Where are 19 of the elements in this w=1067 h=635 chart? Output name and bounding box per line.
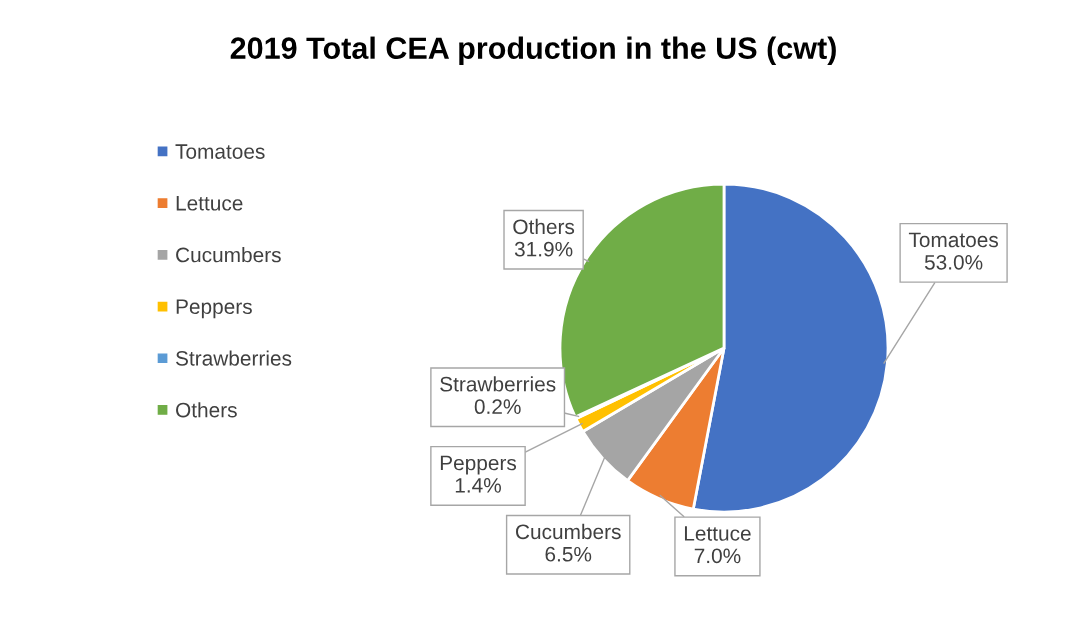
slice-label: Others <box>513 218 575 235</box>
data-label: 7.0% <box>694 548 741 564</box>
data-label: 31.9% <box>514 241 573 257</box>
data-label: 53.0% <box>924 254 983 270</box>
legend-label: Strawberries <box>175 350 292 366</box>
chart-title: 2019 Total CEA production in the US (cwt) <box>230 36 836 66</box>
data-label: 6.5% <box>545 546 592 562</box>
slice-label: Cucumbers <box>516 523 621 540</box>
legend-label: Others <box>176 402 237 418</box>
slice-label: Lettuce <box>684 526 751 541</box>
slice-label: Strawberries <box>440 376 556 392</box>
slice-label: Peppers <box>440 455 517 475</box>
legend-label: Tomatoes <box>175 144 265 159</box>
slice-label: Tomatoes <box>908 232 999 248</box>
legend-label: Lettuce <box>176 196 243 211</box>
data-label: 1.4% <box>455 478 501 493</box>
data-label: 0.2% <box>474 399 521 415</box>
legend-label: Peppers <box>176 299 252 319</box>
legend-label: Cucumbers <box>176 247 281 263</box>
